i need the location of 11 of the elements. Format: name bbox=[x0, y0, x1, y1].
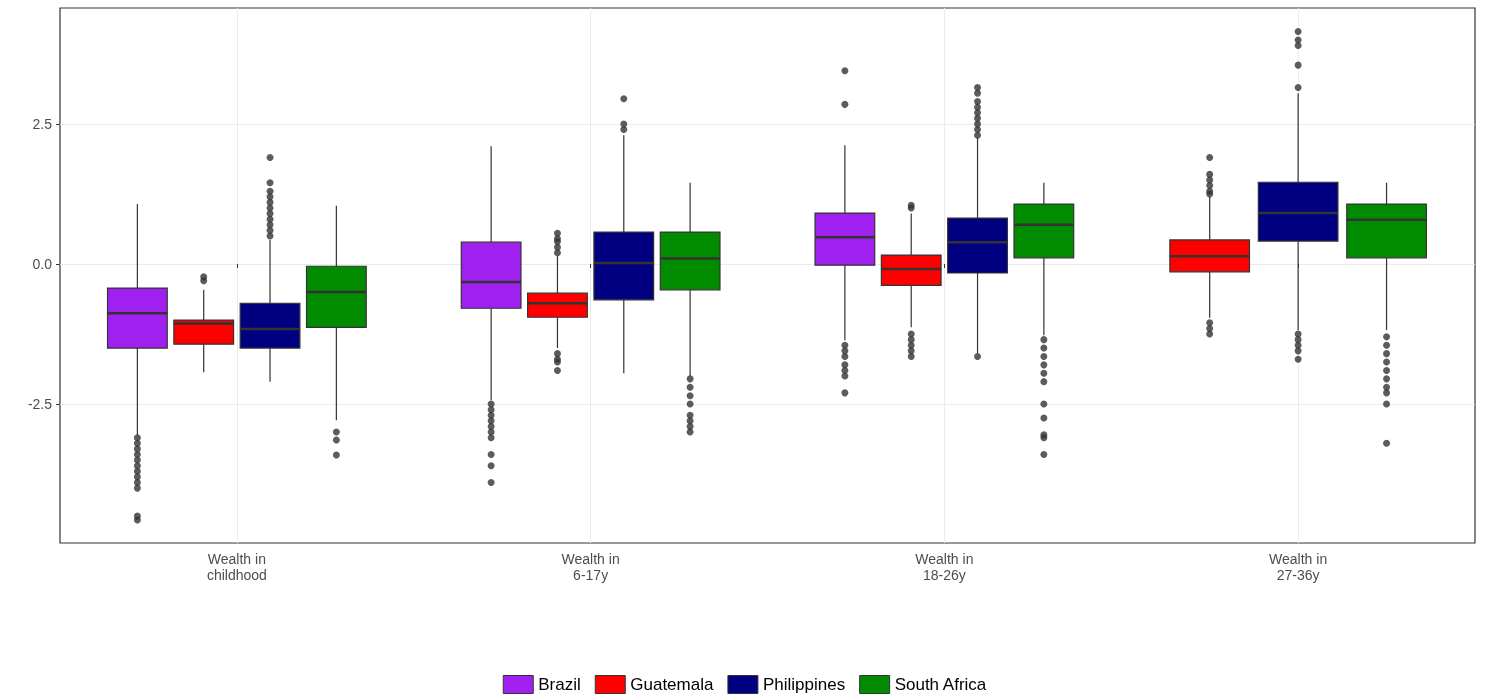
x-tick-label: Wealth in 27-36y bbox=[1269, 551, 1328, 583]
x-tick-label: Wealth in childhood bbox=[206, 551, 267, 583]
x-tick-label: Wealth in 18-26y bbox=[915, 551, 974, 583]
y-tick-label: -2.5 bbox=[27, 396, 53, 413]
y-tick-label: 2.5 bbox=[32, 115, 53, 132]
y-tick-label: 0.0 bbox=[32, 256, 53, 273]
legend-label: Philippines bbox=[762, 675, 846, 694]
legend-label: Brazil bbox=[538, 675, 581, 694]
x-tick-label: Wealth in 6-17y bbox=[561, 551, 620, 583]
legend-label: Guatemala bbox=[630, 675, 714, 694]
legend-label: South Africa bbox=[894, 675, 987, 694]
